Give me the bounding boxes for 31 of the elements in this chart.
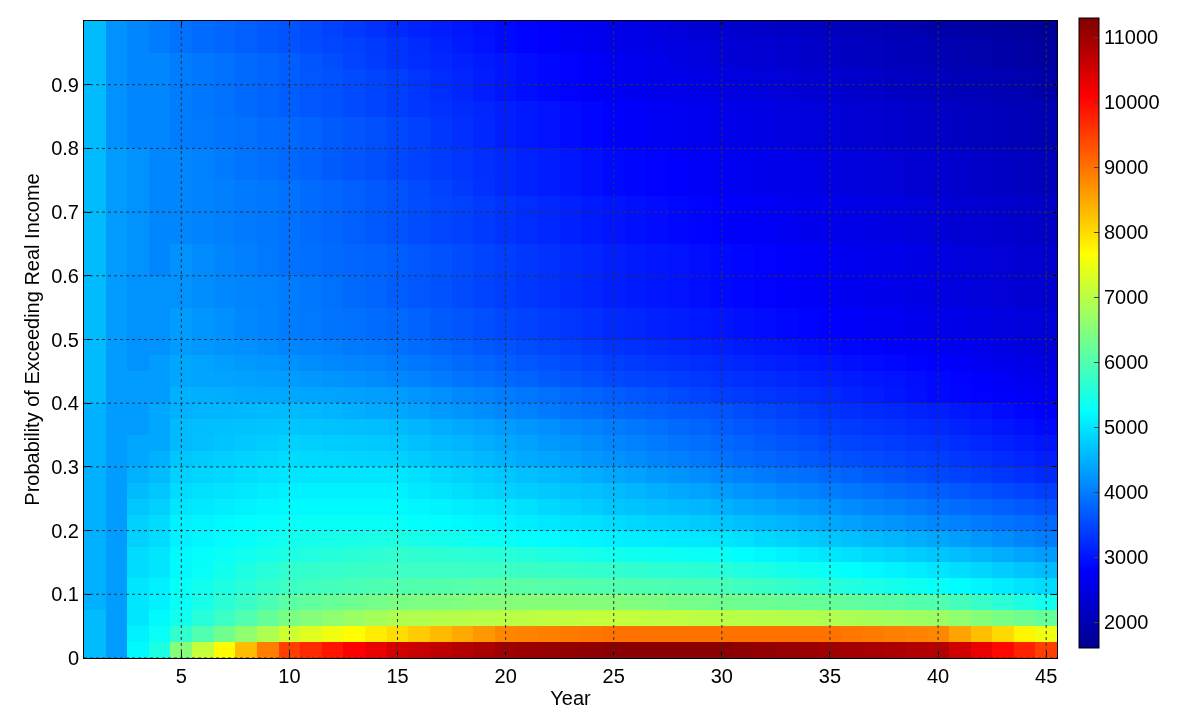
x-tick-label: 25 [602, 665, 625, 687]
y-tick-label: 0.7 [51, 201, 79, 224]
y-axis-title: Probability of Exceeding Real Income [20, 173, 43, 506]
x-tick-label: 45 [1035, 665, 1058, 687]
color-bar-label: 5000 [1104, 416, 1149, 439]
x-tick-label: 10 [278, 665, 301, 687]
x-tick-label: 35 [818, 665, 842, 687]
y-tick-label: 0 [67, 647, 79, 669]
color-bar-label: 4000 [1104, 481, 1149, 504]
x-tick-label: 20 [494, 665, 517, 687]
y-tick-label: 0.9 [51, 73, 79, 96]
color-bar-label: 7000 [1104, 286, 1149, 309]
y-tick-label: 0.1 [51, 583, 79, 606]
color-bar-label: 10000 [1104, 91, 1160, 114]
x-axis-title: Year [550, 686, 592, 709]
x-tick-label: 30 [710, 665, 733, 687]
x-tick-label: 40 [926, 665, 950, 687]
color-bar-label: 2000 [1104, 611, 1149, 634]
color-bar-label: 3000 [1104, 546, 1149, 569]
color-bar-label: 6000 [1104, 351, 1149, 374]
color-bar-label: 11000 [1104, 26, 1159, 49]
y-tick-label: 0.4 [51, 392, 79, 415]
x-tick-label: 5 [175, 665, 187, 687]
y-tick-label: 0.8 [51, 137, 79, 160]
y-tick-label: 0.6 [51, 264, 79, 287]
x-tick-label: 15 [386, 665, 409, 687]
y-tick-label: 0.3 [51, 455, 79, 478]
color-bar-label: 9000 [1104, 156, 1149, 179]
y-tick-label: 0.5 [51, 328, 79, 351]
y-tick-label: 0.2 [51, 519, 79, 542]
color-bar-label: 8000 [1104, 221, 1149, 244]
